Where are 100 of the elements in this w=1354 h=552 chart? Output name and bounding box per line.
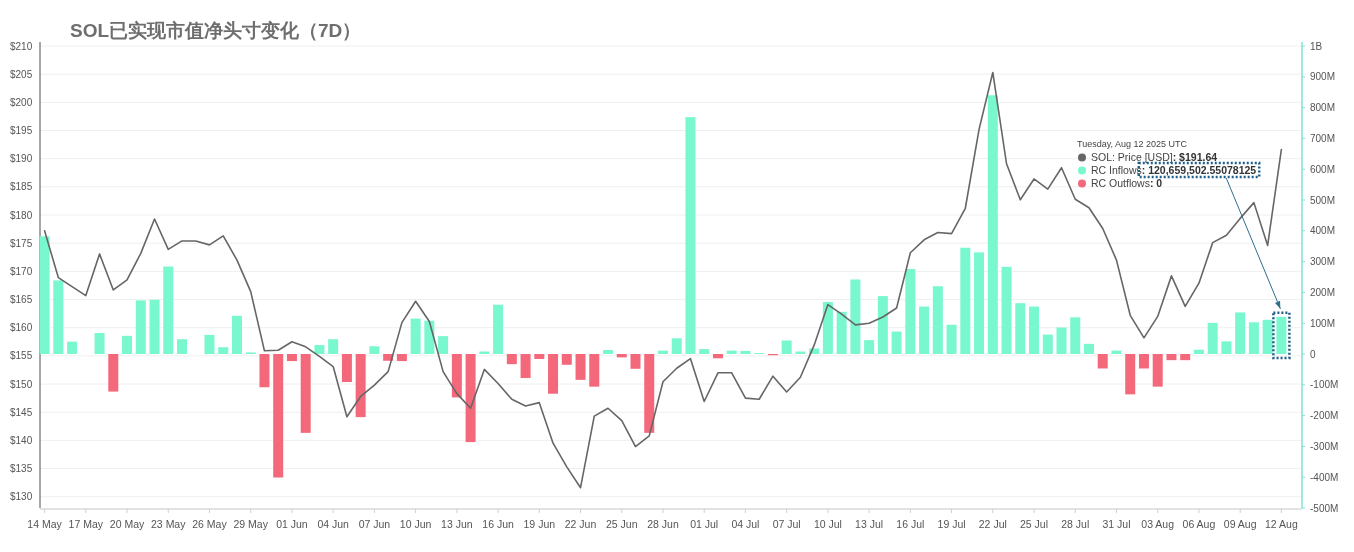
- bar: [561, 354, 572, 365]
- bar: [135, 300, 146, 354]
- bar: [781, 340, 792, 354]
- bar: [177, 339, 187, 354]
- y-tick-label: $160: [10, 322, 33, 334]
- bar: [149, 299, 160, 354]
- y-tick-label: $190: [10, 153, 33, 165]
- bar: [108, 354, 119, 392]
- x-tick-label: 14 May: [27, 518, 63, 530]
- bar: [1193, 349, 1204, 354]
- bar: [822, 301, 833, 354]
- y2-tick-label: 900M: [1310, 71, 1336, 83]
- x-tick-label: 04 Jun: [317, 518, 350, 530]
- bar: [891, 331, 902, 354]
- bar: [1235, 312, 1246, 354]
- annotation: : $191.64: [1172, 151, 1218, 163]
- x-tick-label: 09 Aug: [1223, 518, 1257, 530]
- x-tick-label: 13 Jul: [855, 518, 884, 530]
- bar: [465, 354, 476, 443]
- legend-label: RC Inflows: [1091, 164, 1142, 176]
- bar: [39, 236, 50, 354]
- bar: [1001, 266, 1012, 354]
- legend-label: RC Outflows: [1091, 177, 1150, 189]
- y2-tick-label: 200M: [1310, 286, 1336, 298]
- bar: [1083, 343, 1094, 354]
- x-tick-label: 13 Jun: [441, 518, 473, 530]
- x-tick-label: 03 Aug: [1141, 518, 1175, 530]
- bar: [671, 338, 682, 354]
- x-tick-label: 20 May: [109, 518, 145, 530]
- bar: [259, 354, 270, 388]
- x-tick-label: 16 Jun: [482, 518, 514, 530]
- bar: [451, 354, 462, 398]
- x-tick-label: 31 Jul: [1102, 518, 1131, 530]
- bar: [589, 354, 600, 387]
- bar: [493, 304, 504, 354]
- bar: [67, 341, 78, 354]
- bar: [1166, 354, 1177, 361]
- y-tick-label: $135: [10, 463, 33, 475]
- y-tick-label: $165: [10, 294, 33, 306]
- y2-tick-label: -300M: [1310, 440, 1339, 452]
- bar: [163, 266, 174, 354]
- bar: [905, 268, 916, 354]
- x-tick-label: 07 Jun: [358, 518, 391, 530]
- y2-tick-label: -400M: [1310, 471, 1339, 483]
- bar: [1138, 354, 1149, 369]
- y-tick-label: $185: [10, 181, 33, 193]
- y2-tick-label: -200M: [1310, 410, 1339, 422]
- bar: [740, 350, 751, 354]
- y-tick-label: $130: [10, 491, 33, 503]
- y-tick-label: $145: [10, 406, 33, 418]
- bar: [850, 279, 861, 354]
- bar: [946, 324, 957, 354]
- bar: [1125, 354, 1136, 395]
- x-tick-label: 19 Jul: [937, 518, 966, 530]
- bar: [630, 354, 641, 369]
- legend-label: SOL: Price [USD]: [1091, 151, 1173, 163]
- bar: [1207, 322, 1218, 354]
- y2-tick-label: 400M: [1310, 225, 1336, 237]
- x-tick-label: 28 Jul: [1061, 518, 1090, 530]
- y-tick-label: $200: [10, 96, 33, 108]
- bar: [1262, 319, 1273, 354]
- x-tick-label: 17 May: [68, 518, 104, 530]
- x-tick-label: 06 Aug: [1182, 518, 1216, 530]
- annotation: : 120,659,502.55078125: [1141, 164, 1257, 176]
- bar: [369, 346, 380, 354]
- x-tick-label: 01 Jul: [690, 518, 719, 530]
- bar: [204, 334, 215, 354]
- x-tick-label: 16 Jul: [896, 518, 925, 530]
- bar: [603, 350, 614, 354]
- y2-tick-label: -500M: [1310, 502, 1339, 514]
- y-tick-label: $210: [10, 40, 33, 52]
- x-tick-label: 04 Jul: [731, 518, 760, 530]
- bar: [520, 354, 531, 379]
- x-tick-label: 12 Aug: [1265, 518, 1298, 530]
- bar: [300, 354, 311, 433]
- y-tick-label: $175: [10, 237, 33, 249]
- bar: [53, 280, 64, 354]
- y2-tick-label: 100M: [1310, 317, 1336, 329]
- x-tick-label: 07 Jul: [772, 518, 801, 530]
- bar: [1042, 334, 1053, 354]
- bar: [534, 354, 545, 359]
- x-tick-label: 19 Jun: [523, 518, 556, 530]
- y-tick-label: $155: [10, 350, 33, 362]
- y-tick-label: $150: [10, 378, 33, 390]
- bar: [644, 354, 655, 433]
- bar: [685, 117, 696, 354]
- bar: [1180, 354, 1191, 361]
- bar: [410, 318, 421, 354]
- bar: [122, 335, 133, 354]
- bar: [341, 354, 352, 383]
- bar: [919, 306, 930, 354]
- y2-tick-label: -100M: [1310, 379, 1339, 391]
- bar: [286, 354, 297, 362]
- x-tick-label: 26 May: [192, 518, 228, 530]
- y-tick-label: $140: [10, 434, 33, 446]
- x-tick-label: 22 Jul: [978, 518, 1007, 530]
- bar: [877, 296, 888, 354]
- bar: [548, 354, 559, 394]
- bar: [987, 95, 998, 354]
- y2-tick-label: 800M: [1310, 102, 1336, 114]
